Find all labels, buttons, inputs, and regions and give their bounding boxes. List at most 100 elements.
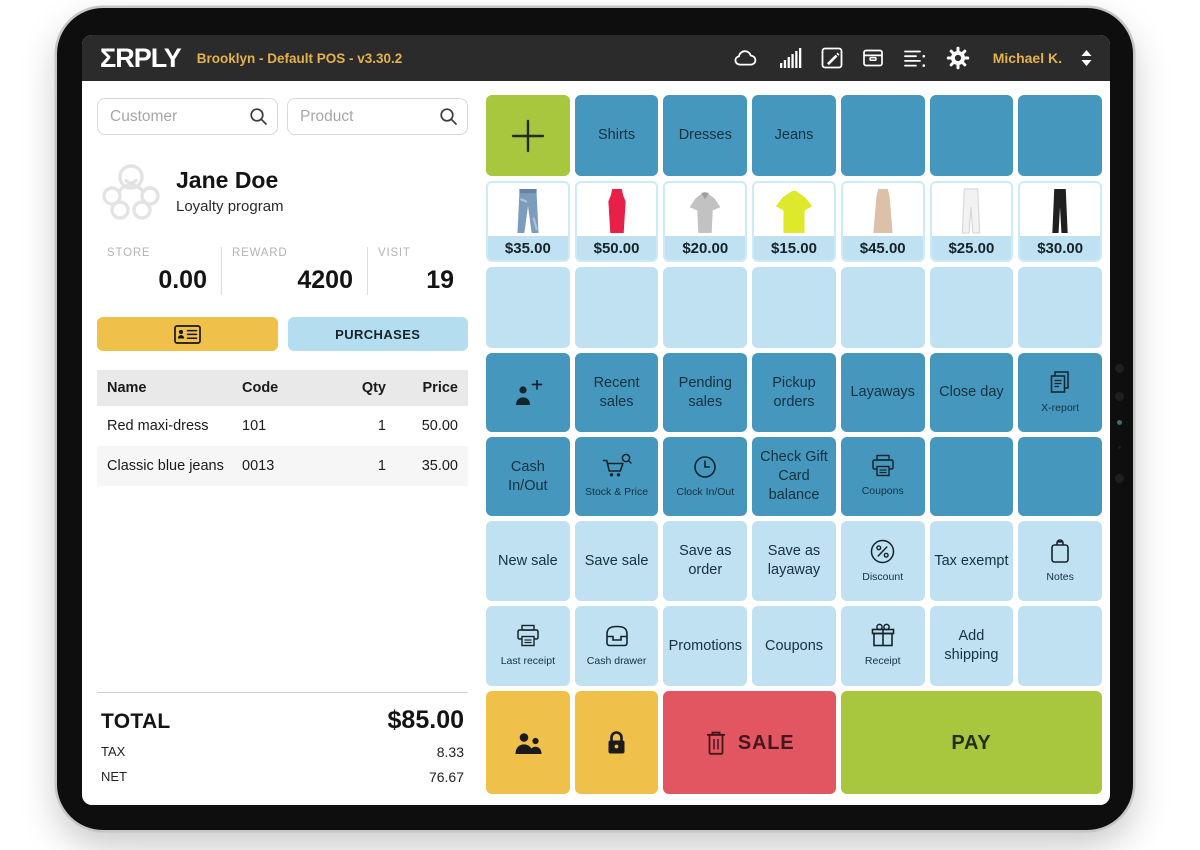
- customer-loyalty: Loyalty program: [176, 198, 284, 215]
- stat-value: 4200: [297, 266, 353, 294]
- search-icon: [440, 108, 457, 125]
- tax-label: TAX: [101, 744, 126, 759]
- sale-button[interactable]: SALE: [663, 691, 836, 794]
- button-label: Check Gift Card balance: [760, 449, 828, 503]
- category-label: Jeans: [774, 127, 814, 144]
- product-search-input[interactable]: [287, 98, 468, 135]
- add-product-tile[interactable]: [486, 95, 570, 176]
- x-report-button[interactable]: X-report: [1018, 353, 1102, 432]
- button-label: Cash In/Out: [508, 458, 548, 494]
- button-label: Receipt: [864, 655, 901, 668]
- product-tile-red-dress[interactable]: $50.00: [574, 181, 659, 262]
- clock-icon: [694, 455, 717, 478]
- customers-button[interactable]: [486, 691, 570, 794]
- cash-drawer-icon: [605, 625, 628, 646]
- product-tile-grey-polo[interactable]: $20.00: [663, 181, 748, 262]
- archive-icon[interactable]: [862, 47, 884, 69]
- product-price: $15.00: [754, 236, 834, 260]
- recent-sales-button[interactable]: Recent sales: [574, 353, 659, 432]
- top-bar: ΣRPLY Brooklyn - Default POS - v3.30.2: [82, 35, 1110, 81]
- settings-gear-icon[interactable]: [946, 46, 970, 70]
- customer-search: [97, 98, 278, 135]
- button-label: Close day: [939, 384, 1004, 401]
- cloud-icon[interactable]: [734, 49, 760, 67]
- stat-label: STORE: [107, 247, 151, 259]
- customer-info[interactable]: Jane Doe Loyalty program: [97, 160, 468, 222]
- close-day-button[interactable]: Close day: [929, 353, 1014, 432]
- lock-button[interactable]: [574, 691, 659, 794]
- cart-line-item[interactable]: Red maxi-dress 101 1 50.00: [97, 406, 468, 446]
- layaways-button[interactable]: Layaways: [840, 353, 925, 432]
- lock-icon: [608, 731, 625, 754]
- last-receipt-button[interactable]: Last receipt: [486, 606, 570, 686]
- list-icon[interactable]: [903, 48, 927, 68]
- save-as-layaway-button[interactable]: Save as layaway: [752, 521, 836, 601]
- product-price: $35.00: [488, 236, 568, 260]
- cash-drawer-button[interactable]: Cash drawer: [574, 606, 659, 686]
- category-tile-shirts[interactable]: Shirts: [574, 95, 659, 176]
- white-pants-image: [962, 188, 981, 234]
- edit-icon[interactable]: [821, 47, 843, 69]
- stat-value: 19: [426, 266, 454, 294]
- product-price: $50.00: [576, 236, 657, 260]
- net-value: 76.67: [428, 769, 464, 785]
- cash-in-out-button[interactable]: Cash In/Out: [486, 437, 570, 516]
- add-shipping-button[interactable]: Add shipping: [929, 606, 1014, 686]
- purchases-label: PURCHASES: [335, 326, 421, 342]
- notes-button[interactable]: Notes: [1018, 521, 1102, 601]
- product-price: $25.00: [931, 236, 1012, 260]
- category-tile-jeans[interactable]: Jeans: [752, 95, 836, 176]
- empty-tile: [486, 267, 570, 348]
- signal-strength-icon[interactable]: [779, 47, 802, 69]
- beige-dress-image: [873, 188, 893, 234]
- item-qty: 1: [377, 418, 386, 434]
- check-gift-card-balance-button[interactable]: Check Gift Card balance: [752, 437, 836, 516]
- clock-in-out-button[interactable]: Clock In/Out: [663, 437, 748, 516]
- button-label: Notes: [1046, 570, 1074, 583]
- sale-panel: Jane Doe Loyalty program STORE 0.00 REWA…: [82, 81, 480, 805]
- discount-button[interactable]: Discount: [840, 521, 925, 601]
- pickup-orders-button[interactable]: Pickup orders: [752, 353, 836, 432]
- product-price: $20.00: [665, 236, 746, 260]
- net-label: NET: [101, 769, 127, 784]
- button-label: Clock In/Out: [676, 485, 735, 498]
- receipt-gift-button[interactable]: Receipt: [840, 606, 925, 686]
- new-sale-button[interactable]: New sale: [486, 521, 570, 601]
- save-as-order-button[interactable]: Save as order: [663, 521, 748, 601]
- red-dress-image: [607, 188, 626, 234]
- promotions-button[interactable]: Promotions: [663, 606, 748, 686]
- item-name: Red maxi-dress: [107, 418, 209, 434]
- total-label: TOTAL: [101, 710, 171, 733]
- cart-header-row: Name Code Qty Price: [97, 370, 468, 406]
- coupons-button[interactable]: Coupons: [752, 606, 836, 686]
- category-label: Dresses: [678, 127, 732, 144]
- customer-card-button[interactable]: [97, 317, 278, 351]
- item-price: 50.00: [421, 418, 458, 434]
- add-customer-button[interactable]: [486, 353, 570, 432]
- button-grid-panel: Shirts Dresses Jeans $35.00 $50.00: [480, 81, 1110, 805]
- product-tile-yellow-tshirt[interactable]: $15.00: [752, 181, 836, 262]
- coupons-print-button[interactable]: Coupons: [840, 437, 925, 516]
- button-label: Promotions: [668, 637, 742, 654]
- tax-exempt-button[interactable]: Tax exempt: [929, 521, 1014, 601]
- stock-price-cart-search-icon: [602, 453, 632, 477]
- stock-and-price-button[interactable]: Stock & Price: [574, 437, 659, 516]
- current-user[interactable]: Michael K.: [992, 50, 1062, 66]
- pay-button[interactable]: PAY: [840, 691, 1102, 794]
- save-sale-button[interactable]: Save sale: [574, 521, 659, 601]
- category-tile-dresses[interactable]: Dresses: [663, 95, 748, 176]
- grey-polo-image: [689, 191, 721, 234]
- button-label: Recent sales: [593, 374, 640, 410]
- product-tile-black-pants[interactable]: $30.00: [1018, 181, 1102, 262]
- product-tile-beige-dress[interactable]: $45.00: [840, 181, 925, 262]
- product-tile-blue-jeans[interactable]: $35.00: [486, 181, 570, 262]
- tablet-frame: ΣRPLY Brooklyn - Default POS - v3.30.2: [57, 8, 1133, 830]
- customer-search-input[interactable]: [97, 98, 278, 135]
- user-dropdown-arrows-icon[interactable]: [1081, 50, 1092, 66]
- purchases-button[interactable]: PURCHASES: [287, 317, 468, 351]
- pending-sales-button[interactable]: Pending sales: [663, 353, 748, 432]
- cart-line-item[interactable]: Classic blue jeans 0013 1 35.00: [97, 446, 468, 486]
- empty-tile: [663, 267, 748, 348]
- button-label: Pending sales: [678, 374, 732, 410]
- product-tile-white-pants[interactable]: $25.00: [929, 181, 1014, 262]
